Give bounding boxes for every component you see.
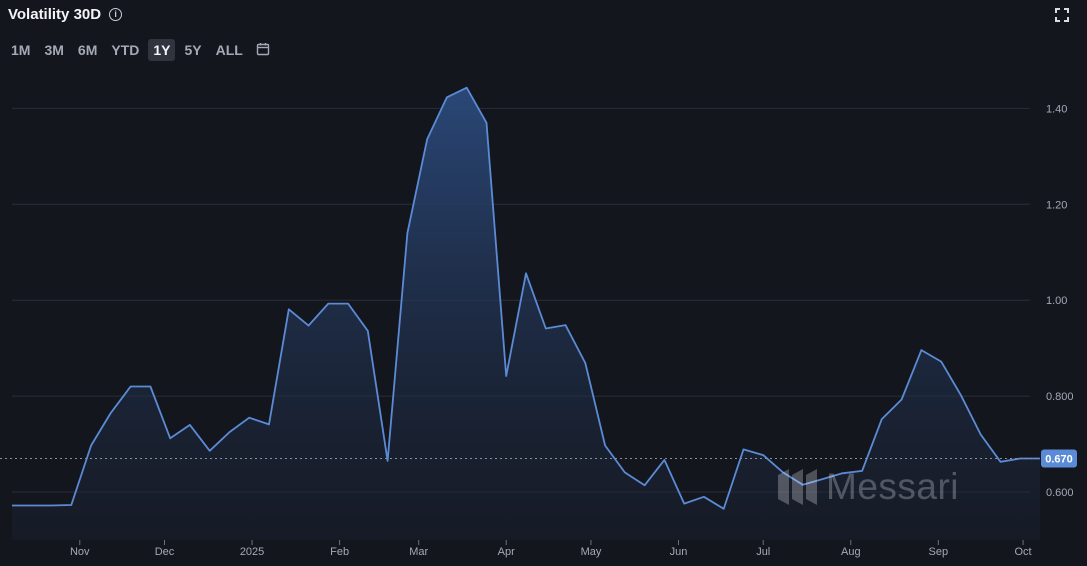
x-tick-label: Jun: [670, 546, 688, 558]
data-point: [483, 120, 489, 126]
current-value-label: 0.670: [1045, 453, 1073, 465]
data-point: [523, 270, 529, 276]
y-axis: 0.600 0.800 1.00 1.20 1.40: [1046, 103, 1074, 499]
data-point: [978, 431, 984, 437]
data-point: [266, 421, 272, 427]
data-point: [899, 396, 905, 402]
data-point: [345, 301, 351, 307]
chart-header: Volatility 30D i: [8, 6, 123, 23]
x-tick-label: Jul: [756, 546, 770, 558]
data-point: [385, 458, 391, 464]
x-tick-label: Aug: [841, 546, 861, 558]
data-point: [997, 459, 1003, 465]
expand-icon[interactable]: [1055, 8, 1069, 22]
data-point: [167, 435, 173, 441]
data-point: [721, 506, 727, 512]
x-tick-label: Apr: [498, 546, 515, 558]
range-button-5y[interactable]: 5Y: [184, 42, 202, 58]
data-point: [622, 469, 628, 475]
data-point: [246, 415, 252, 421]
y-tick-label: 0.800: [1046, 391, 1074, 403]
data-point: [404, 230, 410, 236]
x-axis: Nov Dec 2025 Feb Mar Apr May Jun Jul Aug Sep Oct: [70, 540, 1032, 558]
time-range-selector: 1M 3M 6M YTD 1Y 5Y ALL: [6, 39, 270, 61]
watermark-text: Messari: [826, 466, 960, 507]
data-point: [503, 373, 509, 379]
data-point: [879, 416, 885, 422]
data-point: [1017, 455, 1023, 461]
range-button-ytd[interactable]: YTD: [111, 42, 140, 58]
range-button-1m[interactable]: 1M: [11, 42, 31, 58]
data-point: [642, 482, 648, 488]
data-point: [128, 384, 134, 390]
data-point: [563, 322, 569, 328]
data-point: [424, 136, 430, 142]
data-point: [582, 360, 588, 366]
x-tick-label: Oct: [1014, 546, 1031, 558]
data-point: [444, 94, 450, 100]
range-button-3m[interactable]: 3M: [44, 42, 64, 58]
x-tick-label: Feb: [330, 546, 349, 558]
data-point: [740, 446, 746, 452]
y-tick-label: 1.20: [1046, 199, 1067, 211]
data-point: [464, 85, 470, 91]
y-tick-label: 1.00: [1046, 295, 1067, 307]
data-point: [306, 323, 312, 329]
x-tick-label: 2025: [240, 546, 264, 558]
data-point: [365, 328, 371, 334]
data-point: [681, 501, 687, 507]
data-point: [207, 448, 213, 454]
data-point: [286, 306, 292, 312]
data-point: [918, 347, 924, 353]
data-point: [543, 326, 549, 332]
data-point: [958, 392, 964, 398]
data-point: [147, 384, 153, 390]
x-tick-label: Mar: [409, 546, 428, 558]
data-point: [938, 359, 944, 365]
chart-title: Volatility 30D: [8, 6, 102, 23]
data-point: [325, 301, 331, 307]
x-tick-label: May: [581, 546, 602, 558]
info-icon[interactable]: i: [109, 8, 123, 21]
y-tick-label: 0.600: [1046, 487, 1074, 499]
watermark: Messari: [776, 466, 959, 508]
current-value-badge-bg: [1041, 449, 1077, 468]
range-button-1y[interactable]: 1Y: [148, 39, 176, 61]
x-tick-label: Sep: [929, 546, 949, 558]
x-tick-label: Nov: [70, 546, 90, 558]
data-point: [602, 443, 608, 449]
range-button-all[interactable]: ALL: [215, 42, 243, 58]
range-button-6m[interactable]: 6M: [77, 42, 98, 58]
data-point: [108, 410, 114, 416]
data-point: [9, 502, 15, 508]
x-tick-label: Dec: [155, 546, 175, 558]
data-point: [1037, 455, 1043, 461]
data-point: [701, 494, 707, 500]
data-point: [68, 502, 74, 508]
area-fill: [12, 87, 1040, 540]
series-line: [12, 86, 1040, 510]
data-point: [29, 502, 35, 508]
current-value-badge: 0.670: [1041, 449, 1077, 468]
messari-logo-icon: [778, 469, 817, 505]
data-point: [88, 443, 94, 449]
calendar-icon[interactable]: [256, 42, 270, 56]
data-point: [187, 422, 193, 428]
data-point: [49, 502, 55, 508]
data-point: [661, 457, 667, 463]
data-point: [226, 429, 232, 435]
data-point: [760, 452, 766, 458]
y-tick-label: 1.40: [1046, 103, 1067, 115]
